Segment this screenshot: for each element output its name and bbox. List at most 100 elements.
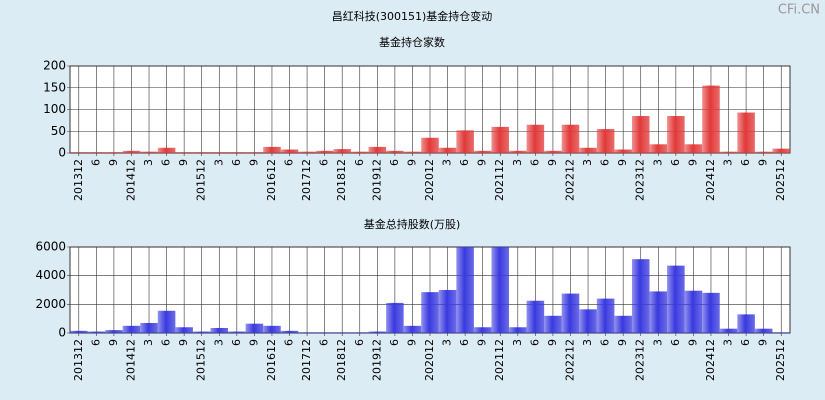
bar xyxy=(702,292,720,333)
bar xyxy=(175,152,193,153)
bar xyxy=(667,265,685,333)
bar xyxy=(526,124,545,153)
bar xyxy=(70,152,88,153)
x-tick-label: 3 xyxy=(511,159,524,166)
x-tick-label: 6 xyxy=(599,339,612,346)
y-tick-label: 6000 xyxy=(35,240,66,254)
bar xyxy=(105,330,123,333)
x-tick-label: 201812 xyxy=(335,339,348,381)
x-tick-label: 202312 xyxy=(634,339,647,381)
x-tick-label: 202312 xyxy=(634,159,647,201)
bar xyxy=(263,146,281,153)
x-tick-label: 202412 xyxy=(704,339,717,381)
x-tick-label: 3 xyxy=(581,339,594,346)
x-tick-label: 201312 xyxy=(72,339,85,381)
bar xyxy=(368,146,387,153)
x-tick-label: 6 xyxy=(353,159,366,166)
bar xyxy=(210,152,229,153)
y-tick-label: 2000 xyxy=(35,297,66,311)
bar xyxy=(473,327,492,333)
bar xyxy=(280,330,299,333)
x-tick-label: 9 xyxy=(616,339,629,346)
x-tick-label: 6 xyxy=(528,159,541,166)
bar xyxy=(702,85,720,153)
x-tick-label: 6 xyxy=(388,159,401,166)
bar xyxy=(403,151,422,153)
bar xyxy=(175,327,193,333)
x-tick-label: 6 xyxy=(283,159,296,166)
bar xyxy=(719,328,738,333)
bar xyxy=(526,300,545,333)
x-tick-label: 3 xyxy=(651,339,664,346)
bar xyxy=(87,152,106,153)
bar xyxy=(456,247,474,333)
x-tick-label: 9 xyxy=(686,159,699,166)
bar xyxy=(333,149,351,153)
bar xyxy=(544,315,562,333)
y-tick-label: 4000 xyxy=(35,268,66,282)
bar xyxy=(403,325,422,333)
x-tick-label: 3 xyxy=(722,339,735,346)
x-tick-label: 9 xyxy=(177,159,190,166)
bar xyxy=(754,151,773,153)
x-tick-label: 9 xyxy=(247,159,260,166)
bar xyxy=(210,327,229,333)
x-tick-label: 6 xyxy=(89,159,102,166)
x-tick-label: 6 xyxy=(230,339,243,346)
bar xyxy=(684,290,703,333)
x-tick-label: 3 xyxy=(581,159,594,166)
x-tick-label: 3 xyxy=(142,159,155,166)
x-tick-label: 201612 xyxy=(265,339,278,381)
x-tick-label: 6 xyxy=(599,159,612,166)
x-tick-label: 9 xyxy=(546,339,559,346)
x-tick-label: 6 xyxy=(458,339,471,346)
x-tick-label: 201712 xyxy=(300,339,313,381)
bar xyxy=(561,124,580,153)
bar xyxy=(596,298,615,333)
y-tick-label: 150 xyxy=(43,80,66,94)
bar xyxy=(245,152,264,153)
bar xyxy=(473,150,492,153)
bar xyxy=(719,151,738,153)
x-tick-label: 3 xyxy=(651,159,664,166)
bar xyxy=(544,150,562,153)
x-tick-label: 201912 xyxy=(370,339,383,381)
bar xyxy=(157,147,176,153)
y-tick-label: 0 xyxy=(58,146,66,160)
x-tick-label: 201512 xyxy=(195,339,208,381)
bar xyxy=(561,293,580,333)
x-tick-label: 9 xyxy=(476,159,489,166)
x-tick-label: 3 xyxy=(511,339,524,346)
bar xyxy=(140,322,158,333)
x-tick-label: 202412 xyxy=(704,159,717,201)
bar xyxy=(298,332,316,333)
chart-title: 基金持仓家数 xyxy=(379,35,445,49)
x-tick-label: 6 xyxy=(230,159,243,166)
bar xyxy=(350,151,369,153)
y-tick-label: 0 xyxy=(58,326,66,340)
x-tick-label: 9 xyxy=(177,339,190,346)
x-tick-label: 202512 xyxy=(774,339,787,381)
x-tick-label: 6 xyxy=(739,159,752,166)
x-tick-label: 202512 xyxy=(774,159,787,201)
bar xyxy=(70,330,88,333)
bar xyxy=(596,129,615,153)
bar xyxy=(631,116,650,153)
bar xyxy=(509,327,527,333)
bar xyxy=(614,315,632,333)
chart-title: 基金总持股数(万股) xyxy=(364,217,461,231)
x-tick-label: 6 xyxy=(89,339,102,346)
bar xyxy=(438,290,457,333)
bar xyxy=(228,152,246,153)
x-tick-label: 9 xyxy=(757,339,770,346)
bar xyxy=(737,314,755,333)
bar xyxy=(754,328,773,333)
bar xyxy=(737,112,755,153)
bar xyxy=(315,150,334,153)
x-tick-label: 9 xyxy=(476,339,489,346)
x-tick-label: 202212 xyxy=(563,159,576,201)
x-tick-label: 6 xyxy=(388,339,401,346)
x-tick-label: 6 xyxy=(283,339,296,346)
bar xyxy=(368,331,387,333)
